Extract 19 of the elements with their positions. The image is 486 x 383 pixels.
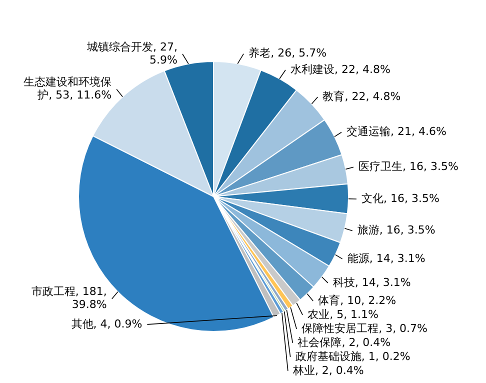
slice-label: 其他, 4, 0.9% [71,317,142,330]
slice-label: 交通运输, 21, 4.6% [346,125,446,138]
slice-label: 科技, 14, 3.1% [332,276,411,289]
slice-label: 生态建设和环境保护, 53, 11.6% [24,76,112,102]
slice-label: 城镇综合开发, 27, 5.9% [86,40,178,66]
slice-label: 保障性安居工程, 3, 0.7% [302,322,428,335]
slice-label: 文化, 16, 3.5% [361,192,440,205]
slice-label: 农业, 5, 1.1% [308,308,379,321]
slice-label: 能源, 14, 3.1% [347,252,426,265]
slice-label: 养老, 26, 5.7% [248,46,327,60]
slice-label: 林业, 2, 0.4% [292,364,364,377]
slice-label: 水利建设, 22, 4.8% [290,62,390,76]
slice-label: 市政工程, 181, 39.8% [31,285,107,312]
slice-label: 旅游, 16, 3.5% [357,224,436,237]
slice-label: 教育, 22, 4.8% [322,90,401,103]
slice-label: 社会保障, 2, 0.4% [298,336,391,349]
slice-label: 医疗卫生, 16, 3.5% [358,160,458,174]
slice-label: 政府基础设施, 1, 0.2% [295,350,410,363]
slice-label: 体育, 10, 2.2% [318,294,396,307]
